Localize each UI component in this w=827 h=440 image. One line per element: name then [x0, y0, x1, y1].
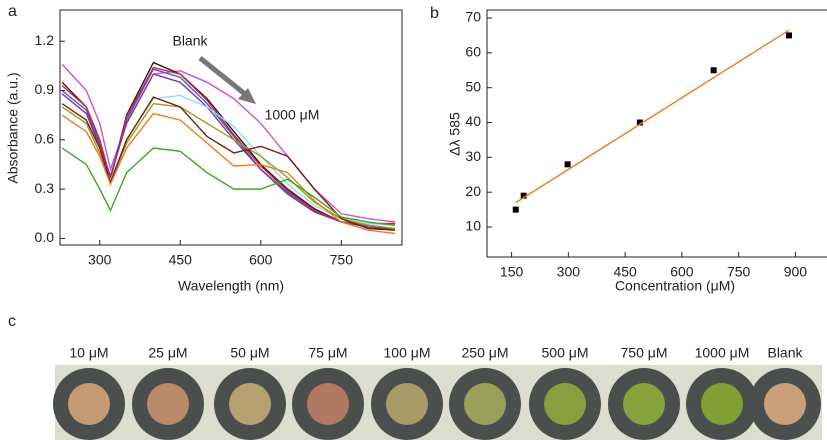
x-tick-label: 750 [727, 264, 751, 280]
x-axis-label: Wavelength (nm) [178, 278, 284, 294]
data-point [520, 192, 527, 199]
x-tick-label: 600 [670, 264, 694, 280]
x-tick-label: 300 [88, 252, 112, 268]
sample-label: 10 μM [69, 345, 108, 361]
sample-label: 250 μM [462, 345, 509, 361]
panel-label: a [8, 3, 17, 20]
plot-frame [486, 9, 827, 258]
x-tick-label: 150 [500, 264, 524, 280]
spectrum-line [61, 68, 396, 230]
x-tick-label: 750 [330, 252, 354, 268]
annotation: Blank [172, 33, 208, 49]
sample-spot [623, 383, 665, 425]
sample-spot [701, 383, 743, 425]
sample-spot [544, 383, 586, 425]
arrow-head [238, 88, 256, 104]
y-tick-label: 70 [465, 9, 481, 25]
sample-label: 1000 μM [695, 345, 750, 361]
y-tick-label: 10 [465, 218, 481, 234]
panel-label: b [430, 5, 439, 22]
y-tick-label: 50 [465, 78, 481, 94]
sample-label: 750 μM [621, 345, 668, 361]
arrow [198, 56, 252, 100]
data-point [710, 67, 717, 74]
sample-label: 25 μM [148, 345, 187, 361]
y-tick-label: 40 [465, 113, 481, 129]
sample-spot [229, 383, 271, 425]
sample-spot [386, 383, 428, 425]
sample-spot [464, 383, 506, 425]
sample-label: 500 μM [542, 345, 589, 361]
sample-label: 50 μM [230, 345, 269, 361]
y-tick-label: 30 [465, 148, 481, 164]
y-tick-label: 60 [465, 44, 481, 60]
sample-spot [147, 383, 189, 425]
x-tick-label: 300 [557, 264, 581, 280]
data-point [636, 119, 643, 126]
spectrum-line [61, 112, 396, 235]
y-axis-label: Δλ 585 [447, 112, 463, 156]
y-tick-label: 0.3 [35, 180, 55, 196]
sample-label: Blank [767, 345, 803, 361]
spectrum-line [61, 63, 396, 223]
spectrum-line [515, 29, 790, 204]
y-tick-label: 20 [465, 183, 481, 199]
y-tick-label: 0.0 [35, 229, 55, 245]
y-tick-label: 1.2 [35, 32, 55, 48]
sample-label: 75 μM [308, 345, 347, 361]
spectrum-line [61, 102, 396, 230]
plot-frame [59, 9, 403, 246]
x-tick-label: 450 [613, 264, 637, 280]
x-tick-label: 600 [249, 252, 273, 268]
x-axis-label: Concentration (μM) [615, 278, 735, 294]
sample-spot [764, 383, 806, 425]
y-tick-label: 0.6 [35, 131, 55, 147]
x-tick-label: 900 [784, 264, 808, 280]
data-point [564, 161, 571, 168]
annotation: 1000 μM [265, 107, 320, 123]
panel-label: c [8, 313, 16, 330]
spectrum-line [61, 147, 396, 226]
x-tick-label: 450 [169, 252, 193, 268]
sample-spot [307, 383, 349, 425]
sample-label: 100 μM [384, 345, 431, 361]
spectrum-line [61, 96, 396, 231]
spectrum-line [61, 66, 396, 225]
data-point [785, 32, 792, 39]
data-point [512, 206, 519, 213]
y-axis-label: Absorbance (a.u.) [5, 72, 21, 183]
y-tick-label: 0.9 [35, 81, 55, 97]
sample-spot [68, 383, 110, 425]
